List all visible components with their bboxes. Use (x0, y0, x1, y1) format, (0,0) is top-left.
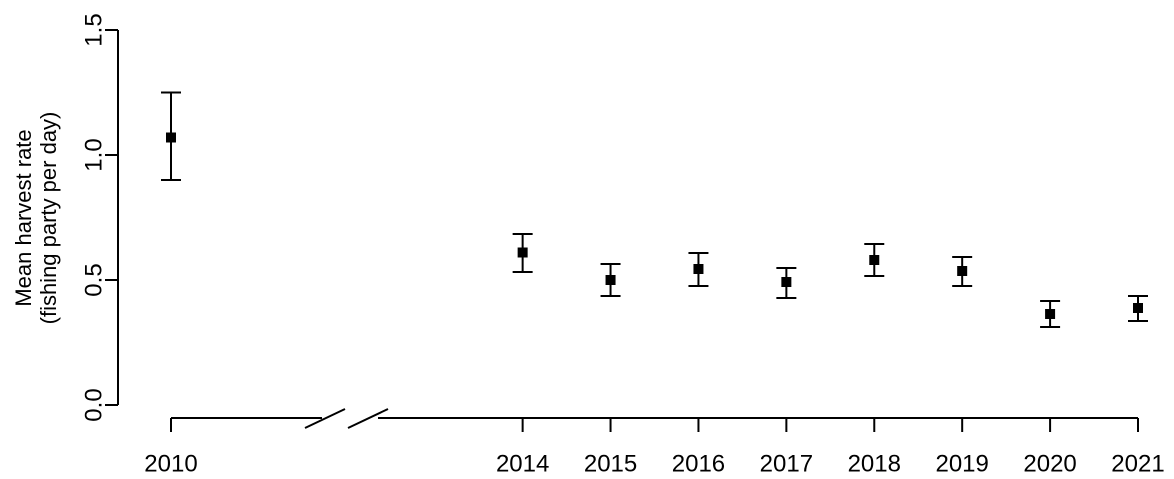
point (781, 277, 792, 287)
x-tick-label: 2019 (935, 450, 988, 477)
y-axis-label: (fishing party per day) (36, 112, 61, 325)
point (517, 247, 528, 258)
axis-break (347, 408, 389, 429)
y-tick-label: 0.5 (80, 263, 107, 296)
point (869, 255, 880, 265)
point (1133, 303, 1143, 313)
x-tick-label: 2020 (1023, 450, 1076, 477)
x-tick-label: 2017 (760, 450, 813, 477)
point (1045, 309, 1056, 319)
point (693, 264, 704, 274)
point (166, 132, 176, 143)
x-tick-label: 2010 (144, 450, 197, 477)
x-tick-label: 2018 (848, 450, 901, 477)
y-axis-label: Mean harvest rate (11, 129, 36, 306)
x-tick-label: 2021 (1111, 450, 1164, 477)
y-tick-label: 0.0 (80, 388, 107, 421)
y-tick-label: 1.0 (80, 138, 107, 171)
y-tick-label: 1.5 (80, 13, 107, 46)
x-tick-label: 2014 (496, 450, 549, 477)
x-tick-label: 2015 (584, 450, 637, 477)
axis-break (304, 408, 346, 429)
point (605, 275, 616, 285)
point (957, 266, 968, 276)
x-tick-label: 2016 (672, 450, 725, 477)
